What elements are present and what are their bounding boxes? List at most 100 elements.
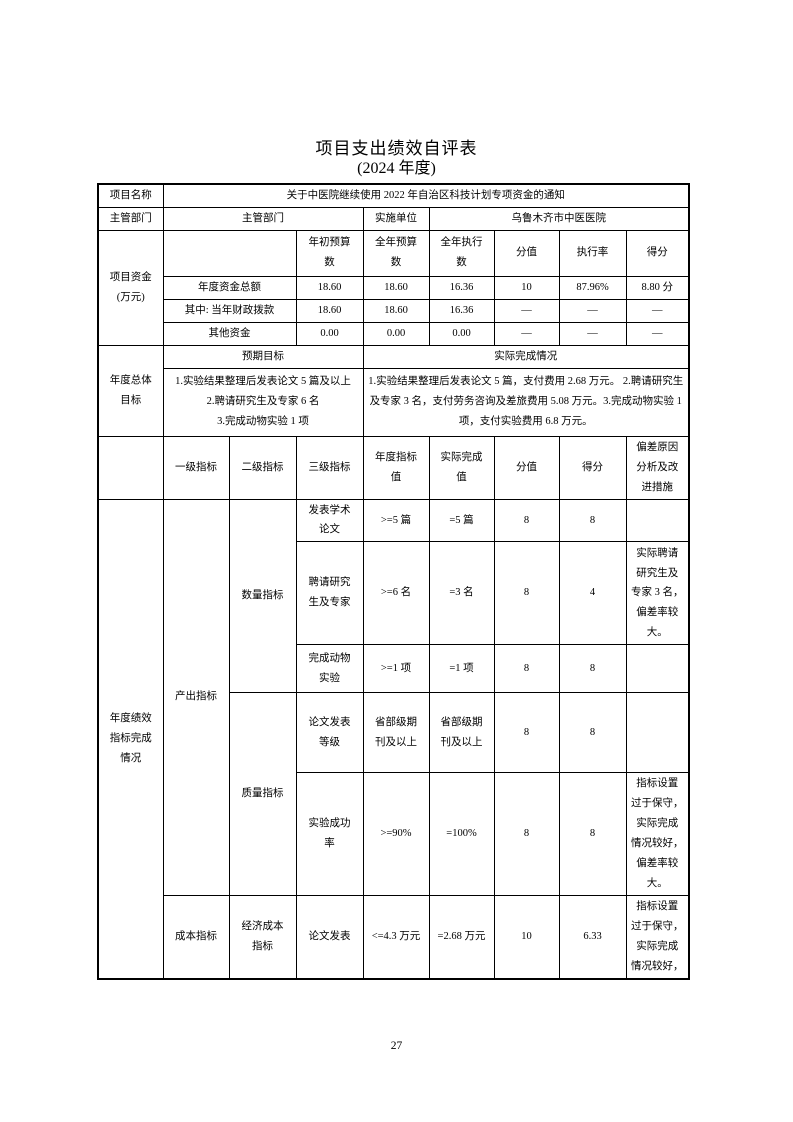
indicator-deviation: 指标设置 过于保守， 实际完成 情况较好， 偏差率较 大。 xyxy=(625,772,690,897)
indicator-score: 8 xyxy=(558,772,627,897)
goal-actual-header: 实际完成情况 xyxy=(362,344,690,369)
indicator-col-header: 实际完成 值 xyxy=(428,435,495,500)
indicator-actual: 省部级期 刊及以上 xyxy=(428,692,495,774)
indicators-section-label: 年度绩效 指标完成 情况 xyxy=(97,498,164,980)
funds-appropriation-row: 其中: 当年财政拨款 18.60 18.60 16.36 — — — xyxy=(98,298,690,323)
fund-value: 18.60 xyxy=(295,275,364,300)
funds-col-header: 得分 xyxy=(625,229,690,277)
indicator-actual: =2.68 万元 xyxy=(428,895,495,980)
funds-col-header: 全年预算 数 xyxy=(362,229,430,277)
indicator-header-empty xyxy=(97,435,164,500)
indicator-score-total: 8 xyxy=(493,692,560,774)
fund-value: 18.60 xyxy=(362,298,430,323)
goal-actual-text: 1.实验结果整理后发表论文 5 篇，支付费用 2.68 万元。 2.聘请研究生及… xyxy=(362,367,690,437)
indicator-score: 8 xyxy=(558,692,627,774)
funds-other-row: 其他资金 0.00 0.00 0.00 — — — xyxy=(98,321,690,346)
indicator-row: 聘请研究 生及专家 >=6 名 =3 名 8 4 实际聘请 研究生及 专家 3 … xyxy=(98,541,690,646)
fund-value: 16.36 xyxy=(428,298,495,323)
indicator-row: 实验成功 率 >=90% =100% 8 8 指标设置 过于保守， 实际完成 情… xyxy=(98,772,690,897)
funds-total-row: 年度资金总额 18.60 18.60 16.36 10 87.96% 8.80 … xyxy=(98,275,690,300)
indicator-score: 4 xyxy=(558,541,627,646)
goal-expected-header: 预期目标 xyxy=(162,344,364,369)
indicator-name: 完成动物 实验 xyxy=(295,644,364,694)
indicator-actual: =3 名 xyxy=(428,541,495,646)
fund-value: — xyxy=(625,298,690,323)
fund-value: 10 xyxy=(493,275,560,300)
unit-value: 乌鲁木齐市中医医院 xyxy=(428,206,690,231)
indicator-deviation xyxy=(625,692,690,774)
indicator-header-row: 一级指标 二级指标 三级指标 年度指标 值 实际完成 值 分值 得分 偏差原因 … xyxy=(97,435,690,500)
indicator-col-header: 偏差原因 分析及改 进措施 xyxy=(625,435,690,500)
indicator-score-total: 8 xyxy=(493,498,560,543)
indicator-col-header: 二级指标 xyxy=(228,435,297,500)
indicator-row: 成本指标 经济成本 指标 论文发表 <=4.3 万元 =2.68 万元 10 6… xyxy=(98,895,690,980)
indicator-score: 6.33 xyxy=(558,895,627,980)
level2-quantity: 数量指标 xyxy=(228,498,297,694)
fund-value: — xyxy=(625,321,690,346)
indicator-col-header: 三级指标 xyxy=(295,435,364,500)
indicator-target: >=6 名 xyxy=(362,541,430,646)
unit-label: 实施单位 xyxy=(362,206,430,231)
goal-content-row: 1.实验结果整理后发表论文 5 篇及以上 2.聘请研究生及专家 6 名 3.完成… xyxy=(98,367,690,437)
indicator-col-header: 分值 xyxy=(493,435,560,500)
indicator-name: 论文发表 等级 xyxy=(295,692,364,774)
goal-label: 年度总体 目标 xyxy=(97,344,164,437)
fund-value: — xyxy=(558,321,627,346)
fund-value: 18.60 xyxy=(362,275,430,300)
page-title: 项目支出绩效自评表 xyxy=(315,139,478,158)
indicator-name: 聘请研究 生及专家 xyxy=(295,541,364,646)
indicator-actual: =100% xyxy=(428,772,495,897)
goal-header-row: 年度总体 目标 预期目标 实际完成情况 xyxy=(97,344,690,437)
level2-economic-cost: 经济成本 指标 xyxy=(228,895,297,980)
fund-value: 0.00 xyxy=(362,321,430,346)
fund-value: 18.60 xyxy=(295,298,364,323)
fund-value: 87.96% xyxy=(558,275,627,300)
funds-label: 项目资金 (万元) xyxy=(97,229,164,346)
indicator-deviation xyxy=(625,498,690,543)
fund-value: 0.00 xyxy=(428,321,495,346)
fund-value: 8.80 分 xyxy=(625,275,690,300)
goal-expected-text: 1.实验结果整理后发表论文 5 篇及以上 2.聘请研究生及专家 6 名 3.完成… xyxy=(162,367,364,437)
fund-row-label: 其中: 当年财政拨款 xyxy=(162,298,297,323)
indicator-deviation xyxy=(625,644,690,694)
project-name-label: 项目名称 xyxy=(97,183,164,208)
indicator-target: 省部级期 刊及以上 xyxy=(362,692,430,774)
indicator-actual: =1 项 xyxy=(428,644,495,694)
dept-label: 主管部门 xyxy=(97,206,164,231)
indicator-target: >=90% xyxy=(362,772,430,897)
indicator-col-header: 年度指标 值 xyxy=(362,435,430,500)
project-name-row: 项目名称 关于中医院继续使用 2022 年自治区科技计划专项资金的通知 xyxy=(97,183,690,208)
funds-empty-cell xyxy=(162,229,297,277)
indicator-score-total: 8 xyxy=(493,541,560,646)
indicator-deviation: 指标设置 过于保守， 实际完成 情况较好， xyxy=(625,895,690,980)
indicator-target: <=4.3 万元 xyxy=(362,895,430,980)
level1-output: 产出指标 xyxy=(162,498,230,897)
funds-col-header: 年初预算 数 xyxy=(295,229,364,277)
indicator-col-header: 一级指标 xyxy=(162,435,230,500)
indicator-score-total: 10 xyxy=(493,895,560,980)
funds-col-header: 执行率 xyxy=(558,229,627,277)
indicator-row: 年度绩效 指标完成 情况 产出指标 数量指标 发表学术 论文 >=5 篇 =5 … xyxy=(97,498,690,980)
indicator-name: 实验成功 率 xyxy=(295,772,364,897)
indicator-target: >=5 篇 xyxy=(362,498,430,543)
indicator-target: >=1 项 xyxy=(362,644,430,694)
fund-value: 16.36 xyxy=(428,275,495,300)
fund-row-label: 年度资金总额 xyxy=(162,275,297,300)
indicator-score-total: 8 xyxy=(493,772,560,897)
self-evaluation-table: 项目名称 关于中医院继续使用 2022 年自治区科技计划专项资金的通知 主管部门… xyxy=(97,183,690,980)
fund-value: — xyxy=(493,298,560,323)
fund-row-label: 其他资金 xyxy=(162,321,297,346)
level2-quality: 质量指标 xyxy=(228,692,297,897)
indicator-score: 8 xyxy=(558,644,627,694)
project-name-value: 关于中医院继续使用 2022 年自治区科技计划专项资金的通知 xyxy=(162,183,690,208)
indicator-name: 发表学术 论文 xyxy=(295,498,364,543)
funds-col-header: 分值 xyxy=(493,229,560,277)
fund-value: — xyxy=(493,321,560,346)
page-subtitle: (2024 年度) xyxy=(357,160,436,178)
indicator-score: 8 xyxy=(558,498,627,543)
page-number: 27 xyxy=(390,1040,403,1052)
level1-cost: 成本指标 xyxy=(162,895,230,980)
fund-value: — xyxy=(558,298,627,323)
funds-header-row: 项目资金 (万元) 年初预算 数 全年预算 数 全年执行 数 分值 执行率 得分 xyxy=(97,229,690,346)
